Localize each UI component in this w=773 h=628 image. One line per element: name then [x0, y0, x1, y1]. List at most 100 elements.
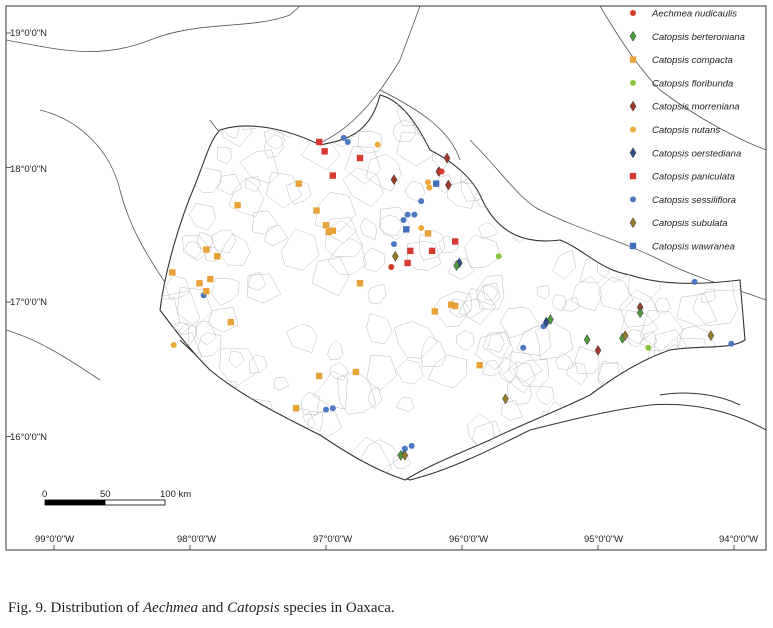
legend-label-1: Catopsis berteroniana: [652, 32, 745, 43]
graticule-ticks: [6, 32, 735, 550]
municipality-cell: [464, 234, 501, 269]
municipality-cell: [392, 119, 416, 143]
municipality-cell: [367, 386, 382, 409]
municipality-cell: [366, 153, 402, 192]
occurrence-point: [443, 152, 451, 164]
occurrence-point: [408, 442, 415, 449]
lat-label-19: 19°0'0"N: [10, 28, 47, 39]
municipality-cell: [676, 293, 718, 327]
caption-genus-aechmea: Aechmea: [143, 600, 198, 616]
legend-label-0: Aechmea nudicaulis: [651, 9, 737, 20]
municipality-cell: [478, 221, 499, 239]
legend-marker-2: [629, 56, 637, 63]
municipality-cell: [247, 271, 267, 291]
occurrence-point: [404, 259, 411, 267]
occurrence-point: [388, 264, 395, 271]
occurrence-point: [169, 269, 176, 276]
legend-marker-3: [630, 79, 636, 86]
occurrence-point: [621, 330, 629, 342]
occurrence-point: [392, 250, 399, 262]
occurrence-point: [428, 247, 436, 255]
occurrence-point: [520, 344, 527, 351]
municipality-cell: [446, 180, 476, 209]
municipality-cell: [619, 289, 661, 328]
lat-label-16: 16°0'0"N: [10, 432, 47, 443]
occurrence-point: [227, 318, 234, 326]
lon-label-99: 99°0'0"W: [35, 534, 74, 545]
municipality-cell: [207, 306, 239, 333]
occurrence-point: [329, 405, 336, 412]
municipality-cell: [475, 275, 505, 310]
occurrence-point: [401, 449, 409, 461]
occurrence-point: [323, 406, 329, 413]
municipality-cell: [561, 296, 581, 312]
occurrence-point: [691, 278, 698, 285]
municipality-cell: [315, 192, 356, 232]
occurrence-point: [325, 228, 332, 236]
occurrence-point: [453, 260, 460, 272]
municipality-cell: [692, 289, 739, 326]
municipality-cell: [286, 323, 318, 354]
occurrence-points: [169, 134, 735, 461]
municipality-cell: [418, 230, 446, 261]
legend-label-7: Catopsis paniculata: [652, 172, 735, 183]
legend-marker-1: [629, 30, 637, 42]
longitude-labels: 99°0'0"W 98°0'0"W 97°0'0"W 96°0'0"W 95°0…: [35, 534, 758, 545]
neighbor-state-lines: [5, 5, 767, 381]
municipality-cell: [239, 149, 279, 184]
scale-bar: 0 50 100 km: [42, 489, 191, 506]
municipality-cell: [366, 313, 393, 344]
municipality-cell: [311, 257, 350, 297]
legend-marker-7: [629, 172, 637, 180]
occurrence-point: [234, 201, 241, 209]
municipality-cell: [552, 294, 567, 312]
municipality-cell: [487, 333, 505, 353]
legend-marker-8: [630, 196, 636, 203]
municipality-cell: [379, 214, 403, 236]
municipality-cell: [263, 133, 284, 158]
occurrence-point: [170, 342, 177, 349]
occurrence-point: [707, 330, 715, 342]
occurrence-point: [203, 246, 210, 253]
legend-marker-4: [629, 100, 637, 112]
occurrence-point: [316, 372, 323, 380]
legend-label-4: Catopsis morreniana: [652, 102, 740, 113]
occurrence-point: [452, 238, 459, 245]
occurrence-point: [728, 340, 735, 347]
municipality-cell: [654, 297, 671, 314]
occurrence-point: [321, 148, 328, 155]
legend: Aechmea nudicaulis Catopsis berteroniana C…: [629, 9, 745, 253]
occurrence-point: [418, 198, 425, 205]
municipality-cell: [312, 370, 348, 410]
municipality-cell: [328, 217, 357, 244]
occurrence-point: [594, 344, 602, 356]
occurrence-point: [391, 241, 397, 248]
municipality-cell: [301, 391, 321, 415]
municipality-cell: [509, 351, 543, 384]
occurrence-point: [424, 230, 432, 237]
caption-genus-catopsis: Catopsis: [227, 600, 280, 616]
municipality-cell: [210, 229, 237, 254]
municipality-cell: [357, 131, 383, 154]
occurrence-point: [400, 216, 407, 223]
municipality-cell: [627, 329, 646, 348]
occurrence-point: [411, 211, 418, 218]
legend-label-2: Catopsis compacta: [652, 55, 733, 66]
occurrence-point: [547, 313, 554, 325]
occurrence-point: [322, 222, 330, 229]
municipality-cell: [570, 275, 603, 311]
occurrence-point: [445, 179, 452, 191]
lon-label-97: 97°0'0"W: [313, 534, 352, 545]
municipality-cell: [197, 332, 222, 358]
municipality-cell: [432, 291, 473, 328]
occurrence-point: [316, 138, 323, 146]
occurrence-point: [583, 334, 591, 346]
municipality-cell: [566, 362, 588, 386]
municipality-cell: [421, 335, 447, 368]
municipality-cell: [363, 247, 386, 273]
municipality-cell: [554, 352, 575, 371]
municipality-cell: [447, 257, 475, 280]
municipality-cell: [552, 249, 577, 280]
caption-prefix: Fig. 9. Distribution of: [8, 600, 144, 616]
scale-label-0: 0: [42, 489, 47, 500]
